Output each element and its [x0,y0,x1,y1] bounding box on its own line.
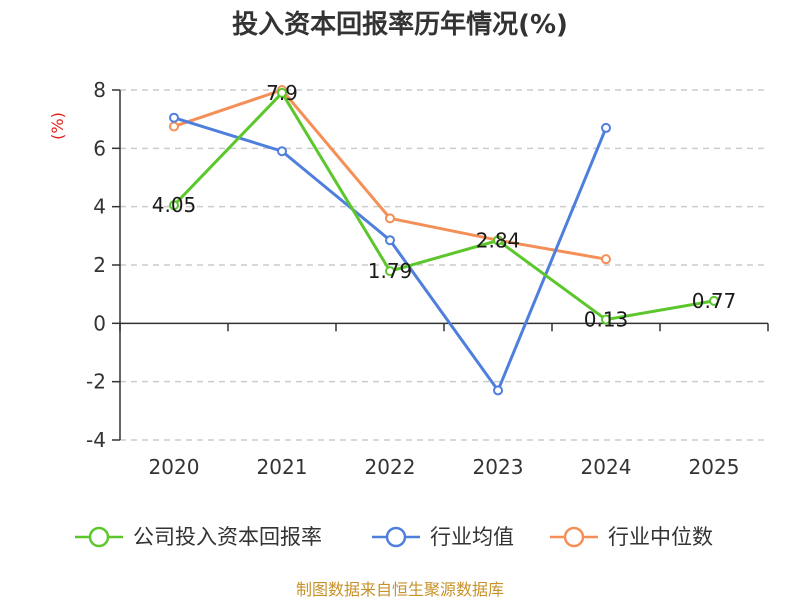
legend-label: 行业中位数 [608,525,713,549]
series-line-0 [172,91,715,322]
y-tick-label: 0 [93,311,106,335]
data-point-1-4[interactable] [601,122,611,133]
data-point-2-4[interactable] [601,254,611,265]
legend-swatch-marker [563,526,585,548]
data-point-0-1[interactable] [277,87,287,98]
legend-item-2[interactable]: 行业中位数 [550,525,713,549]
series-line-1 [173,116,608,392]
y-axis-label: (%) [48,112,67,140]
x-tick-label: 2022 [365,455,416,479]
data-point-0-0[interactable] [169,200,179,211]
data-point-2-0[interactable] [169,121,179,132]
data-label: 1.79 [368,259,413,283]
data-point-0-3[interactable] [493,235,503,246]
data-point-2-2[interactable] [385,213,395,224]
x-tick-labels: 2020 2021 2022 2023 2024 2025 [149,455,740,479]
y-tick-label: 8 [93,78,106,102]
legend-label: 行业均值 [430,525,514,549]
data-point-0-2[interactable] [385,266,395,277]
legend-swatch-marker [385,526,407,548]
y-tick-label: -4 [86,428,106,452]
grid [112,89,768,441]
y-tick-label: -2 [86,370,106,394]
y-tick-label: 6 [93,136,106,160]
legend-item-1[interactable]: 行业均值 [372,525,514,549]
data-points [169,85,719,396]
data-label: 2.84 [476,229,521,253]
x-tick-label: 2025 [689,455,740,479]
data-point-1-1[interactable] [277,146,287,157]
x-tick-label: 2021 [257,455,308,479]
series-line-2 [173,88,607,261]
data-label: 4.05 [152,193,197,217]
data-point-0-5[interactable] [709,295,719,306]
legend-label: 公司投入资本回报率 [133,525,322,549]
data-labels: 4.05 7.9 1.79 2.84 0.13 0.77 [152,81,737,332]
source-note: 制图数据来自恒生聚源数据库 [296,580,504,599]
series-lines [172,88,715,392]
chart-title: 投入资本回报率历年情况(%) [232,9,568,40]
data-point-1-2[interactable] [385,235,395,246]
data-label: 7.9 [266,81,298,105]
x-tick-label: 2024 [581,455,632,479]
x-tick-label: 2020 [149,455,200,479]
data-point-0-4[interactable] [601,314,611,325]
legend[interactable]: 公司投入资本回报率 行业均值 行业中位数 [75,525,713,549]
x-tick-label: 2023 [473,455,524,479]
legend-swatch-marker [88,526,110,548]
data-label: 0.13 [584,308,629,332]
legend-item-0[interactable]: 公司投入资本回报率 [75,525,322,549]
data-point-1-3[interactable] [493,385,503,396]
y-tick-labels: 8 6 4 2 0 -2 -4 [86,78,106,452]
y-tick-label: 2 [93,253,106,277]
axes [119,90,769,440]
data-label: 0.77 [692,289,737,313]
y-tick-label: 4 [93,195,106,219]
data-point-1-0[interactable] [169,112,179,123]
